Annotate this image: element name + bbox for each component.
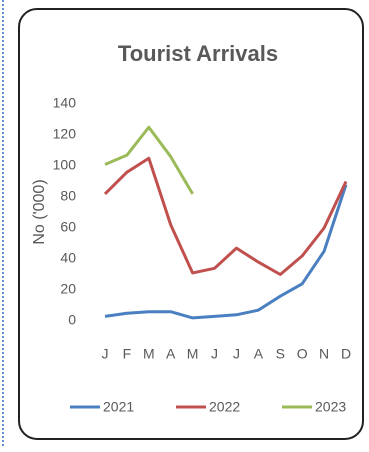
x-tick-label: N: [319, 346, 329, 362]
x-tick-label: M: [143, 346, 155, 362]
y-tick-label: 120: [53, 126, 77, 142]
x-tick-label: F: [123, 346, 132, 362]
x-tick-label: A: [254, 346, 264, 362]
x-tick-label: J: [233, 346, 240, 362]
x-tick-label: A: [166, 346, 176, 362]
x-tick-label: J: [102, 346, 109, 362]
x-tick-label: S: [276, 346, 285, 362]
series-line: [104, 184, 348, 320]
series-line: [104, 125, 194, 195]
y-tick-label: 100: [53, 157, 77, 173]
y-tick-label: 80: [60, 188, 76, 204]
y-tick-label: 20: [60, 281, 76, 297]
card: [18, 8, 364, 440]
y-tick-label: 60: [60, 219, 76, 235]
x-tick-label: D: [341, 346, 351, 362]
y-tick-label: 0: [68, 312, 76, 328]
legend-label: 2022: [209, 399, 240, 415]
legend-label: 2021: [103, 399, 134, 415]
x-tick-label: J: [211, 346, 218, 362]
y-tick-label: 40: [60, 250, 76, 266]
y-tick-label: 140: [53, 95, 77, 111]
y-axis-label: No ('000): [31, 179, 48, 244]
legend-label: 2023: [315, 399, 346, 415]
x-tick-label: M: [187, 346, 199, 362]
series-line: [103, 156, 348, 276]
x-tick-label: O: [297, 346, 308, 362]
chart-title: Tourist Arrivals: [118, 41, 278, 66]
